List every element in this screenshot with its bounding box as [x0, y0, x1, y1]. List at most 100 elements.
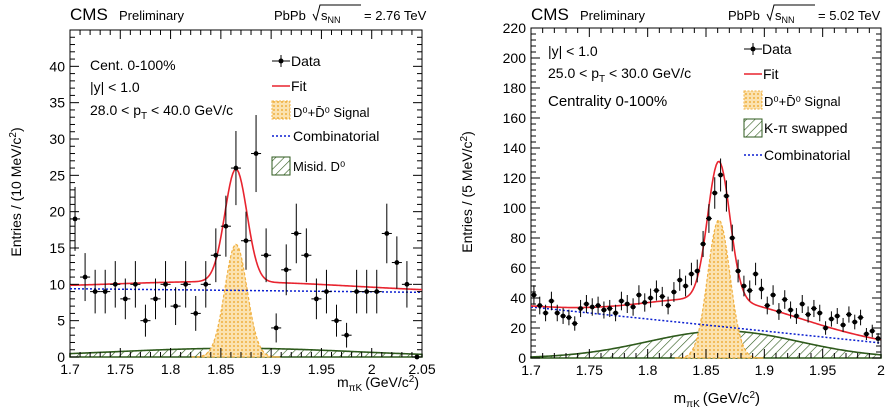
energy-value: = 5.02 TeV	[818, 8, 881, 23]
data-marker	[531, 292, 537, 298]
legend-misid: Misid. D⁰	[271, 156, 345, 176]
y-tick-label: 10	[49, 276, 65, 292]
data-marker	[293, 231, 299, 236]
plot-area: 1.7 1.75 1.8 1.85 1.9 1.95 2 0 20 40 60 80 100 120 14…	[503, 20, 885, 378]
x-axis-title-unit-end: )	[755, 390, 760, 407]
data-marker	[753, 271, 758, 277]
data-point	[676, 269, 683, 291]
data-point	[706, 204, 712, 233]
y-axis-title: Entries / (10 MeV/c2)	[8, 127, 24, 256]
data-marker	[747, 288, 753, 293]
data-point	[341, 322, 352, 348]
legend-combinatorial-label: Combinatorial	[764, 147, 850, 163]
y-tick-label: 25	[49, 167, 65, 183]
data-point	[150, 278, 161, 320]
y-tick-label: 60	[510, 260, 526, 276]
experiment-label: CMS	[70, 5, 108, 24]
data-marker	[776, 309, 782, 314]
data-point	[840, 317, 846, 333]
legend-signal: D⁰+D̄⁰ Signal	[271, 100, 370, 120]
data-marker	[143, 318, 148, 324]
system-label: PbPb	[728, 8, 760, 23]
data-point	[770, 285, 776, 305]
y-tick-label: 180	[503, 80, 527, 96]
data-marker	[344, 332, 349, 338]
data-marker	[671, 289, 677, 295]
combinatorial-line	[530, 306, 882, 344]
data-point	[321, 269, 332, 314]
data-marker	[566, 315, 572, 320]
data-marker	[642, 300, 648, 305]
legend-combinatorial: Combinatorial	[272, 128, 379, 144]
data-point	[291, 203, 302, 264]
y-axis-title-end: )	[8, 127, 24, 132]
data-point	[170, 287, 181, 326]
data-marker	[263, 252, 269, 258]
data-point	[653, 280, 660, 301]
data-point	[636, 285, 642, 305]
data-marker	[630, 304, 636, 310]
data-point	[361, 269, 372, 314]
data-marker	[735, 268, 741, 274]
data-point	[180, 261, 191, 308]
x-tick-label: 1.9	[261, 361, 281, 377]
data-point	[351, 269, 362, 314]
data-marker	[659, 294, 665, 299]
x-axis: 1.7 1.75 1.8 1.85 1.9 1.95 2	[521, 28, 885, 378]
fit-curve	[530, 160, 882, 341]
data-marker	[183, 281, 189, 287]
data-marker	[384, 231, 390, 236]
legend-data: Data	[272, 53, 321, 69]
data-marker	[324, 289, 329, 294]
x-tick-label: 2	[368, 361, 376, 377]
cut-label-3: 28.0 < pT < 40.0 GeV/c	[90, 102, 233, 122]
legend-fit-label: Fit	[763, 66, 779, 82]
data-marker	[203, 281, 209, 287]
data-point	[571, 316, 578, 331]
y-tick-label: 20	[49, 204, 65, 220]
data-point	[869, 324, 876, 338]
misid-swatch-icon	[271, 156, 291, 176]
data-point	[381, 203, 392, 264]
legend-fit: Fit	[744, 66, 779, 82]
data-point	[281, 244, 292, 296]
data-marker	[163, 281, 168, 287]
data-point	[371, 269, 382, 314]
legend-data-label: Data	[762, 41, 792, 57]
y-tick-label: 220	[503, 20, 527, 36]
data-marker	[829, 316, 834, 322]
data-point	[694, 259, 701, 283]
signal-component	[674, 219, 764, 359]
data-point	[846, 306, 852, 323]
data-point	[583, 295, 590, 313]
data-marker	[102, 289, 108, 294]
data-marker	[112, 281, 118, 287]
cut-label-1: Cent. 0-100%	[90, 57, 176, 73]
system-label: PbPb	[274, 8, 306, 23]
data-marker	[314, 296, 319, 302]
data-marker	[589, 304, 595, 310]
fit-curve	[69, 168, 423, 291]
data-point	[589, 298, 596, 316]
data-point	[554, 304, 561, 322]
x-axis-title: mπK (GeV/c2)	[674, 390, 760, 410]
data-point	[729, 224, 736, 252]
data-point	[560, 308, 566, 324]
swapped-swatch-icon	[743, 118, 763, 138]
energy-var: s	[775, 8, 782, 23]
data-marker	[364, 289, 370, 294]
data-point	[671, 282, 677, 302]
data-point	[805, 306, 811, 323]
data-marker	[122, 296, 128, 302]
x-axis-title-unit: (GeV/c	[365, 374, 409, 390]
data-point	[548, 291, 555, 311]
data-marker	[624, 301, 630, 307]
data-point	[220, 195, 231, 257]
data-point	[857, 309, 864, 326]
x-axis-title-sub: πK	[686, 399, 700, 410]
data-point	[641, 293, 648, 312]
data-marker	[683, 283, 688, 289]
data-point	[230, 131, 241, 206]
y-axis: 0 20 40 60 80 100 120 140 160 180 200 220	[503, 20, 881, 366]
legend-fit: Fit	[272, 78, 307, 94]
